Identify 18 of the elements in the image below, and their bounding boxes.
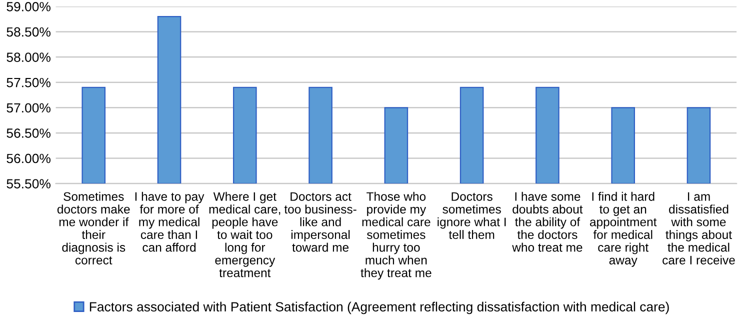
- x-tick-label: I find it hard to get an appointment for medical care right away: [590, 192, 657, 267]
- y-tick-label: 56.00%: [6, 154, 50, 164]
- x-tick-label: I have to pay for more of my medical care than I can afford: [135, 192, 204, 252]
- y-tick-label: 58.00%: [6, 52, 50, 62]
- x-tick-label: Where I get medical care, people have to wait too long for emergency treatment: [209, 192, 280, 278]
- y-tick-label: 56.50%: [6, 128, 50, 138]
- x-tick-label: Sometimes doctors make me wonder if their diagnosis is correct: [57, 192, 130, 264]
- x-tick-label: Doctors sometimes ignore what I tell them: [438, 192, 506, 240]
- y-tick-label: 57.50%: [6, 78, 50, 88]
- legend-label: Factors associated with Patient Satisfaction (Agreement reflecting dissatisfaction with medical care): [90, 302, 669, 314]
- y-tick-label: 57.00%: [6, 103, 50, 113]
- y-tick-label: 58.50%: [6, 27, 50, 37]
- x-tick-label: I am dissatisfied with some things about the medical care I receive: [662, 192, 735, 264]
- x-tick-label: Doctors act too business- like and impersonal toward me: [284, 192, 356, 252]
- y-tick-label: 55.50%: [6, 179, 50, 188]
- x-tick-label: Those who provide my medical care sometimes hurry too much when they treat me: [360, 192, 432, 280]
- x-tick-label: I have some doubts about the ability of the doctors who treat me: [512, 192, 583, 252]
- y-tick-label: 59.00%: [6, 2, 50, 12]
